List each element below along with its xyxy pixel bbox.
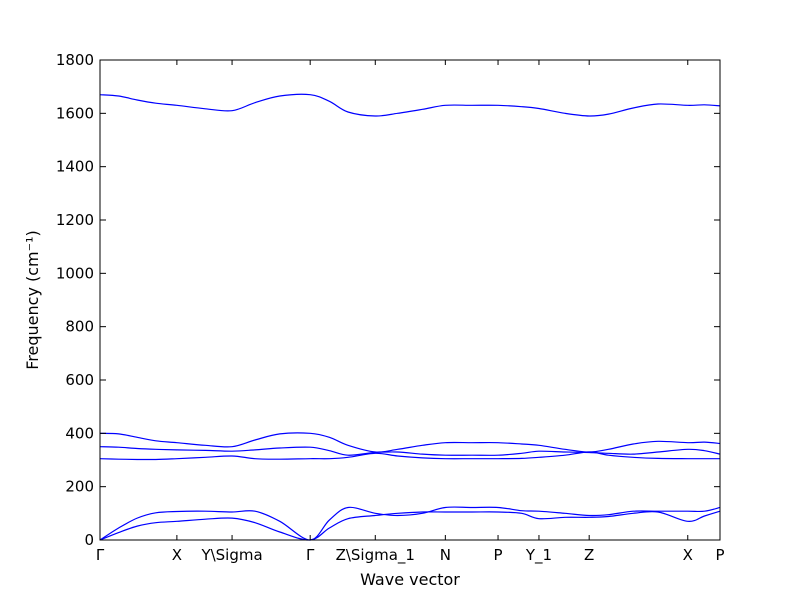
band-line-5 <box>99 506 721 541</box>
band-line-3 <box>99 446 721 456</box>
x-tick-label: Γ <box>306 546 315 564</box>
band-line-6 <box>99 510 721 541</box>
band-line-2 <box>99 432 721 453</box>
band-line-4 <box>99 451 720 461</box>
y-tick-label: 600 <box>65 371 94 389</box>
x-tick-label: P <box>715 546 724 564</box>
x-tick-label: Z <box>584 546 594 564</box>
x-axis-label: Wave vector <box>360 570 460 589</box>
y-axis-label: Frequency (cm⁻¹) <box>23 230 42 369</box>
x-tick-label: P <box>494 546 503 564</box>
y-axis-ticks: 0 200 400 600 800 1000 1200 1400 1600 1800 <box>56 51 720 549</box>
x-tick-label: X <box>683 546 693 564</box>
y-tick-label: 1000 <box>56 264 94 282</box>
y-tick-label: 1600 <box>56 104 94 122</box>
band-line-1 <box>99 93 721 117</box>
x-tick-label: X <box>172 546 182 564</box>
y-tick-label: 0 <box>84 531 94 549</box>
x-axis-ticks: Γ X Y\Sigma Γ Z\Sigma_1 N P Y_1 Z X P <box>96 60 725 565</box>
x-tick-label: Y_1 <box>525 546 552 565</box>
y-tick-label: 800 <box>65 318 94 336</box>
plot-frame <box>99 59 721 541</box>
y-tick-label: 1400 <box>56 158 94 176</box>
x-tick-label: Γ <box>96 546 105 564</box>
y-tick-label: 1800 <box>56 51 94 69</box>
band-lines <box>99 93 721 541</box>
x-tick-label: Z\Sigma_1 <box>336 546 415 565</box>
x-tick-label: Y\Sigma <box>200 546 262 564</box>
y-tick-label: 1200 <box>56 211 94 229</box>
y-tick-label: 200 <box>65 478 94 496</box>
y-tick-label: 400 <box>65 424 94 442</box>
x-tick-label: N <box>440 546 451 564</box>
